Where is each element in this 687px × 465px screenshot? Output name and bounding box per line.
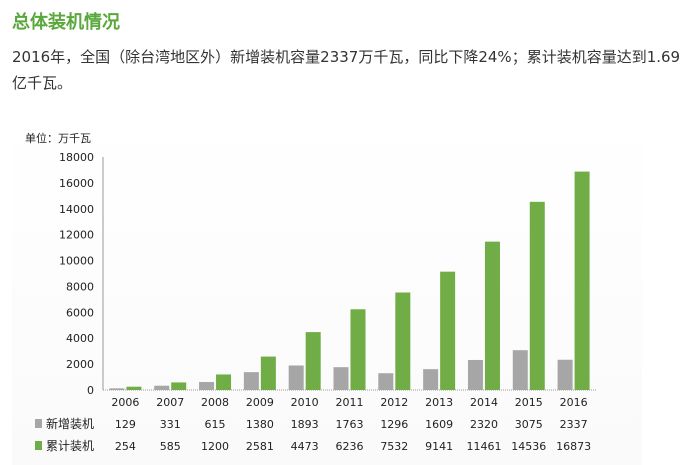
y-tick-label: 18000 [59, 151, 94, 164]
bar-new-2012 [378, 373, 394, 390]
data-value: 1609 [425, 418, 453, 431]
bar-new-2015 [512, 350, 528, 390]
x-tick-label: 2015 [515, 396, 543, 409]
legend-swatch [35, 441, 42, 450]
data-value: 2581 [246, 440, 274, 453]
y-tick-label: 0 [87, 384, 94, 397]
x-tick-label: 2016 [560, 396, 588, 409]
x-tick-label: 2006 [111, 396, 139, 409]
unit-label: 单位：万千瓦 [25, 132, 91, 145]
x-tick-label: 2007 [156, 396, 184, 409]
data-value: 1200 [201, 440, 229, 453]
bar-new-2008 [199, 382, 215, 390]
bar-cumulative-2009 [260, 356, 276, 390]
data-value: 1763 [336, 418, 364, 431]
x-tick-label: 2012 [380, 396, 408, 409]
bar-cumulative-2010 [305, 332, 321, 390]
data-value: 9141 [425, 440, 453, 453]
data-value: 2337 [560, 418, 588, 431]
data-value: 16873 [556, 440, 591, 453]
data-value: 129 [115, 418, 136, 431]
bar-new-2010 [288, 365, 304, 390]
bar-cumulative-2016 [574, 171, 590, 390]
x-tick-label: 2008 [201, 396, 229, 409]
legend-label: 累计装机 [46, 439, 94, 453]
y-tick-label: 16000 [59, 177, 94, 190]
y-tick-label: 6000 [66, 306, 94, 319]
bar-cumulative-2014 [484, 241, 500, 390]
y-tick-label: 10000 [59, 255, 94, 268]
data-value: 1296 [380, 418, 408, 431]
section-title: 总体装机情况 [12, 12, 120, 33]
x-tick-label: 2009 [246, 396, 274, 409]
bar-cumulative-2012 [395, 292, 411, 390]
data-value: 1893 [291, 418, 319, 431]
summary-paragraph: 2016年，全国（除台湾地区外）新增装机容量2337万千瓦，同比下降24%；累计… [12, 48, 681, 92]
data-value: 615 [205, 418, 226, 431]
bar-cumulative-2015 [529, 201, 545, 390]
x-tick-label: 2011 [336, 396, 364, 409]
bar-cumulative-2008 [216, 374, 232, 390]
bar-new-2013 [423, 369, 439, 390]
x-tick-label: 2014 [470, 396, 498, 409]
data-value: 3075 [515, 418, 543, 431]
y-tick-label: 4000 [66, 332, 94, 345]
bar-cumulative-2011 [350, 309, 366, 390]
data-value: 254 [115, 440, 136, 453]
y-tick-label: 14000 [59, 203, 94, 216]
y-tick-label: 8000 [66, 280, 94, 293]
data-value: 4473 [291, 440, 319, 453]
data-value: 11461 [466, 440, 501, 453]
bar-new-2014 [467, 359, 483, 390]
legend-swatch [35, 419, 42, 428]
data-value: 6236 [336, 440, 364, 453]
data-value: 585 [160, 440, 181, 453]
x-tick-label: 2010 [291, 396, 319, 409]
y-tick-label: 12000 [59, 229, 94, 242]
bar-cumulative-2007 [171, 382, 187, 390]
bar-new-2007 [154, 385, 170, 390]
x-tick-label: 2013 [425, 396, 453, 409]
bar-new-2011 [333, 367, 349, 390]
bar-cumulative-2013 [440, 271, 456, 390]
data-value: 1380 [246, 418, 274, 431]
y-tick-label: 2000 [66, 358, 94, 371]
data-value: 7532 [380, 440, 408, 453]
bar-new-2006 [109, 388, 125, 390]
bar-new-2009 [243, 372, 259, 390]
bar-cumulative-2006 [126, 386, 142, 390]
data-value: 14536 [511, 440, 546, 453]
bar-new-2016 [557, 359, 573, 390]
data-value: 331 [160, 418, 181, 431]
data-value: 2320 [470, 418, 498, 431]
legend-label: 新增装机 [46, 416, 94, 431]
